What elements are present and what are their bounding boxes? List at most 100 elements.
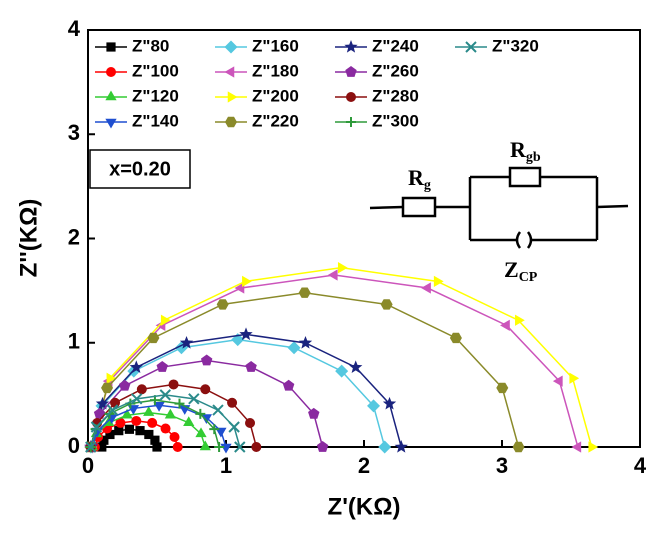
legend-label: Z"220 bbox=[252, 111, 299, 130]
marker bbox=[106, 67, 116, 77]
marker bbox=[169, 431, 180, 442]
marker bbox=[135, 426, 145, 436]
x-tick-label: 4 bbox=[634, 453, 647, 478]
x-axis-label: Z'(KΩ) bbox=[328, 493, 401, 520]
marker bbox=[106, 42, 116, 52]
marker bbox=[106, 404, 119, 416]
marker bbox=[106, 372, 117, 384]
legend-label: Z"320 bbox=[492, 36, 539, 55]
marker bbox=[552, 375, 563, 387]
resistor bbox=[508, 166, 542, 188]
legend-label: Z"200 bbox=[252, 86, 299, 105]
marker bbox=[421, 282, 431, 294]
marker bbox=[287, 341, 301, 355]
series bbox=[97, 424, 162, 452]
marker bbox=[224, 40, 238, 54]
circuit-label: Rg bbox=[408, 165, 431, 193]
marker bbox=[95, 396, 110, 410]
marker bbox=[349, 360, 363, 374]
marker bbox=[114, 426, 124, 436]
marker bbox=[159, 389, 171, 401]
marker bbox=[85, 441, 97, 453]
marker bbox=[449, 332, 462, 344]
marker bbox=[160, 314, 171, 326]
marker bbox=[227, 91, 238, 103]
marker bbox=[160, 423, 171, 434]
legend-label: Z"160 bbox=[252, 36, 299, 55]
annotation-box bbox=[89, 149, 191, 189]
marker bbox=[105, 90, 117, 101]
legend-label: Z"260 bbox=[372, 61, 419, 80]
x-tick-label: 0 bbox=[82, 453, 94, 478]
marker bbox=[172, 442, 183, 452]
marker bbox=[200, 354, 213, 366]
legend-label: Z"280 bbox=[372, 86, 419, 105]
series-line bbox=[90, 274, 579, 448]
x-tick-label: 1 bbox=[220, 453, 232, 478]
legend-label: Z"300 bbox=[372, 111, 419, 130]
marker bbox=[174, 398, 185, 409]
resistor bbox=[401, 196, 437, 218]
legend-label: Z"100 bbox=[132, 61, 179, 80]
marker bbox=[298, 335, 313, 349]
marker bbox=[216, 299, 229, 310]
marker bbox=[105, 118, 117, 129]
marker bbox=[119, 379, 131, 391]
marker bbox=[571, 441, 582, 453]
legend-label: Z"240 bbox=[372, 36, 419, 55]
marker bbox=[245, 418, 256, 429]
marker bbox=[168, 379, 179, 390]
capacitor bbox=[515, 231, 533, 249]
wire bbox=[596, 204, 629, 209]
circuit-label: Rgb bbox=[510, 137, 541, 165]
marker bbox=[90, 421, 103, 433]
marker bbox=[346, 92, 356, 102]
marker bbox=[121, 408, 133, 419]
marker bbox=[124, 424, 134, 434]
marker bbox=[382, 396, 397, 410]
legend-label: Z"180 bbox=[252, 61, 299, 80]
legend-label: Z"140 bbox=[132, 111, 179, 130]
marker bbox=[143, 406, 155, 416]
y-tick-label: 3 bbox=[68, 120, 80, 145]
circuit-label: ZCP bbox=[504, 257, 538, 285]
marker bbox=[394, 440, 408, 453]
x-tick-label: 2 bbox=[358, 453, 370, 478]
marker bbox=[179, 335, 194, 349]
marker bbox=[308, 407, 320, 419]
circuit bbox=[369, 166, 629, 249]
marker bbox=[433, 275, 444, 287]
marker bbox=[345, 66, 357, 77]
marker bbox=[152, 442, 162, 452]
marker bbox=[153, 402, 165, 412]
marker bbox=[131, 393, 143, 405]
legend-label: Z"120 bbox=[132, 86, 179, 105]
y-tick-label: 1 bbox=[68, 329, 80, 354]
marker bbox=[327, 269, 338, 281]
marker bbox=[512, 441, 525, 453]
marker bbox=[214, 442, 225, 452]
marker bbox=[316, 441, 329, 452]
marker bbox=[242, 275, 252, 287]
marker bbox=[195, 408, 206, 419]
annotation: x=0.20 bbox=[109, 158, 171, 180]
marker bbox=[282, 379, 295, 391]
marker bbox=[380, 299, 393, 310]
marker bbox=[239, 327, 253, 341]
marker bbox=[225, 116, 237, 128]
y-axis-label: Z''(KΩ) bbox=[15, 199, 42, 278]
marker bbox=[147, 417, 158, 428]
series bbox=[85, 389, 246, 453]
marker bbox=[156, 361, 168, 372]
marker bbox=[367, 399, 381, 413]
marker bbox=[234, 441, 246, 453]
marker bbox=[378, 440, 392, 454]
marker bbox=[500, 319, 510, 331]
legend-label: Z"80 bbox=[132, 36, 169, 55]
marker bbox=[346, 117, 356, 127]
marker bbox=[298, 287, 311, 298]
marker bbox=[224, 66, 235, 78]
marker bbox=[209, 424, 220, 435]
